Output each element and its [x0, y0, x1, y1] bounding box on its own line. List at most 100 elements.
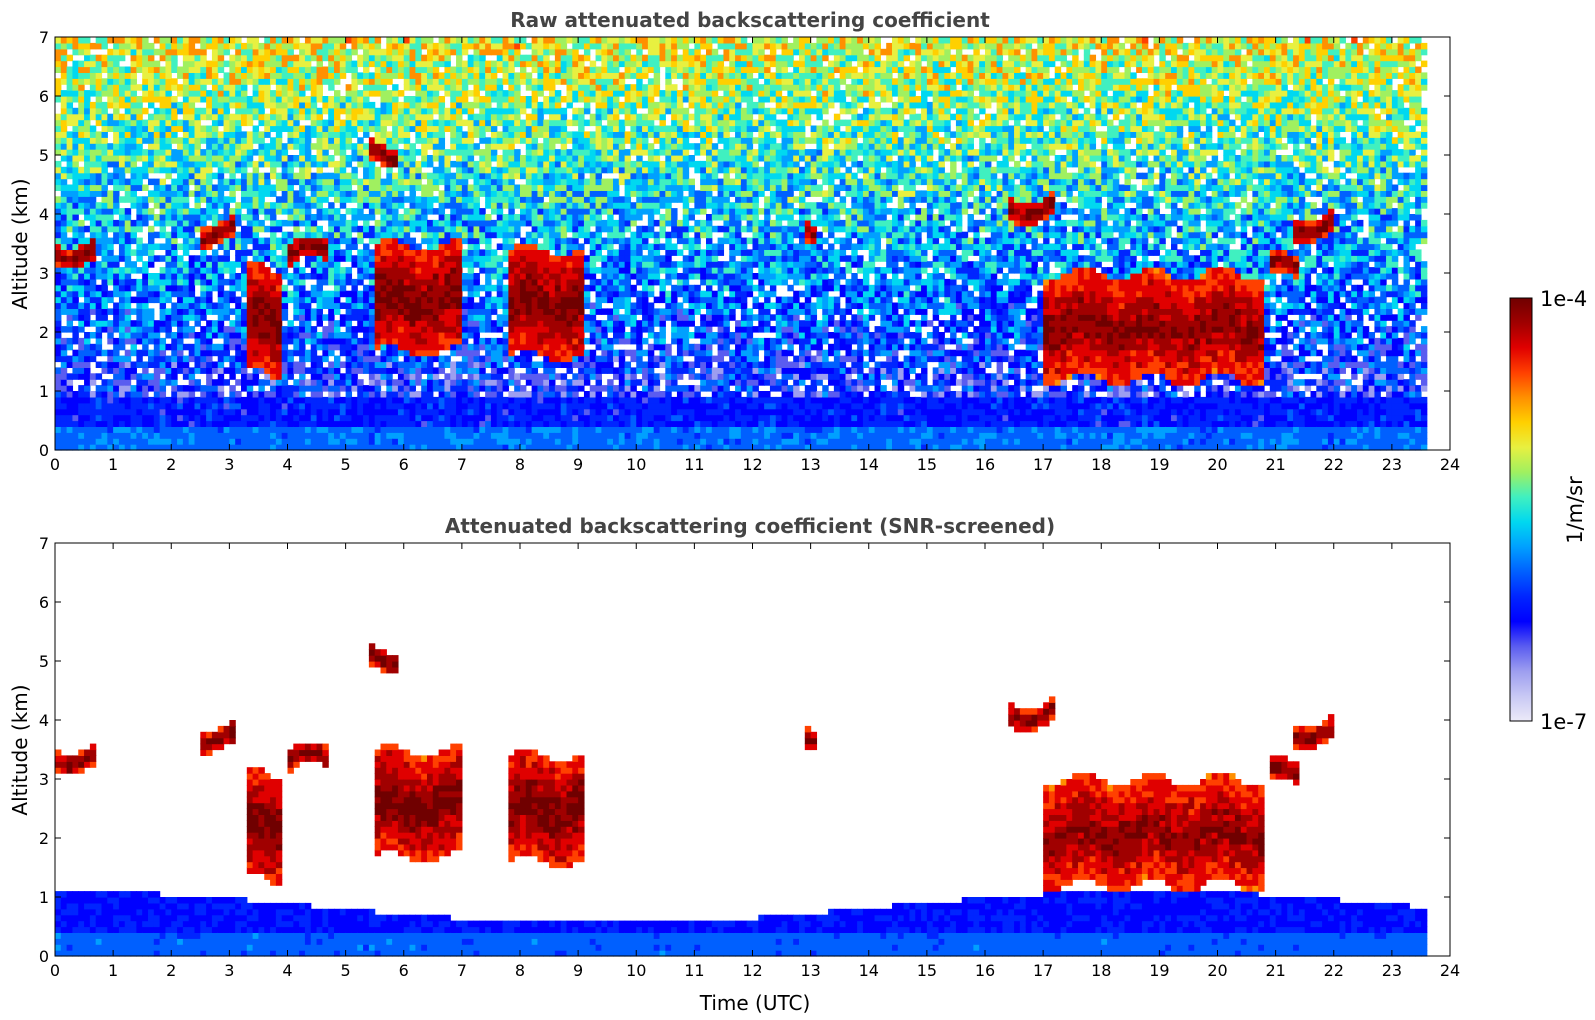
heatmap-cell	[363, 202, 370, 209]
heatmap-cell	[281, 302, 289, 309]
heatmap-cell	[60, 243, 68, 250]
heatmap-cell	[421, 314, 428, 321]
heatmap-cell	[182, 178, 190, 186]
heatmap-cell	[334, 414, 341, 422]
heatmap-cell	[177, 337, 184, 345]
heatmap-cell	[182, 314, 190, 321]
heatmap-cell	[304, 438, 312, 445]
heatmap-cell	[502, 137, 509, 144]
heatmap-cell	[397, 296, 405, 304]
heatmap-cell	[299, 131, 306, 138]
heatmap-cell	[339, 42, 347, 50]
heatmap-cell	[351, 255, 358, 262]
heatmap-cell	[118, 444, 126, 451]
heatmap-cell	[496, 184, 504, 191]
heatmap-cell	[444, 249, 451, 256]
heatmap-cell	[223, 261, 230, 268]
heatmap-cell	[461, 326, 469, 333]
heatmap-cell	[165, 84, 172, 91]
heatmap-cell	[130, 237, 137, 245]
heatmap-cell	[270, 332, 277, 339]
heatmap-cell	[153, 143, 161, 150]
heatmap-cell	[177, 184, 184, 191]
heatmap-cell	[258, 426, 265, 433]
heatmap-cell	[136, 184, 143, 191]
heatmap-cell	[171, 160, 178, 168]
heatmap-cell	[252, 426, 260, 433]
heatmap-cell	[397, 125, 405, 132]
heatmap-cell	[188, 155, 196, 162]
heatmap-cell	[502, 166, 509, 174]
heatmap-cell	[89, 72, 97, 79]
heatmap-cell	[293, 131, 300, 138]
heatmap-cell	[473, 284, 480, 292]
heatmap-cell	[374, 273, 382, 280]
heatmap-cell	[264, 337, 271, 345]
heatmap-cell	[124, 385, 132, 392]
heatmap-cell	[496, 261, 504, 268]
heatmap-cell	[508, 78, 515, 85]
heatmap-cell	[456, 184, 463, 191]
heatmap-cell	[287, 101, 294, 109]
heatmap-cell	[357, 273, 364, 280]
heatmap-cell	[438, 37, 446, 44]
heatmap-cell	[479, 78, 486, 85]
heatmap-cell	[124, 160, 132, 168]
heatmap-cell	[130, 78, 137, 85]
heatmap-cell	[380, 225, 387, 233]
heatmap-cell	[211, 320, 219, 327]
heatmap-cell	[148, 408, 155, 416]
heatmap-cell	[461, 190, 469, 197]
heatmap-cell	[490, 155, 498, 162]
heatmap-cell	[136, 196, 143, 203]
heatmap-cell	[502, 355, 509, 363]
heatmap-cell	[496, 172, 504, 180]
heatmap-cell	[386, 332, 393, 339]
heatmap-cell	[130, 432, 137, 439]
heatmap-cell	[66, 143, 74, 150]
heatmap-cell	[153, 396, 161, 404]
heatmap-cell	[293, 391, 300, 398]
heatmap-cell	[403, 296, 411, 304]
heatmap-cell	[246, 426, 254, 433]
heatmap-cell	[456, 60, 463, 68]
heatmap-cell	[153, 48, 161, 56]
heatmap-cell	[101, 66, 108, 73]
heatmap-cell	[380, 66, 387, 73]
heatmap-cell	[258, 396, 265, 404]
heatmap-cell	[334, 166, 341, 174]
heatmap-cell	[438, 367, 446, 374]
heatmap-cell	[386, 367, 393, 374]
heatmap-cell	[142, 438, 149, 445]
heatmap-cell	[89, 78, 97, 85]
heatmap-cell	[409, 84, 416, 91]
heatmap-cell	[206, 225, 213, 233]
heatmap-cell	[479, 314, 486, 321]
heatmap-cell	[153, 326, 161, 333]
heatmap-cell	[409, 302, 416, 309]
heatmap-cell	[246, 137, 254, 144]
heatmap-cell	[72, 190, 79, 197]
heatmap-cell	[514, 414, 521, 422]
heatmap-cell	[264, 302, 271, 309]
heatmap-cell	[380, 107, 387, 115]
heatmap-cell	[101, 237, 108, 245]
heatmap-cell	[444, 166, 451, 174]
heatmap-cell	[508, 172, 515, 180]
heatmap-cell	[142, 343, 149, 351]
heatmap-cell	[194, 267, 201, 274]
heatmap-cell	[479, 84, 486, 91]
heatmap-cell	[409, 172, 416, 180]
heatmap-cell	[397, 249, 405, 256]
heatmap-cell	[182, 172, 190, 180]
heatmap-cell	[456, 119, 463, 127]
heatmap-cell	[258, 107, 265, 115]
heatmap-cell	[444, 84, 451, 91]
heatmap-cell	[485, 414, 492, 422]
heatmap-cell	[427, 326, 434, 333]
heatmap-cell	[124, 96, 132, 103]
heatmap-cell	[450, 96, 457, 103]
heatmap-cell	[171, 219, 178, 227]
heatmap-cell	[403, 261, 411, 268]
heatmap-cell	[299, 143, 306, 150]
